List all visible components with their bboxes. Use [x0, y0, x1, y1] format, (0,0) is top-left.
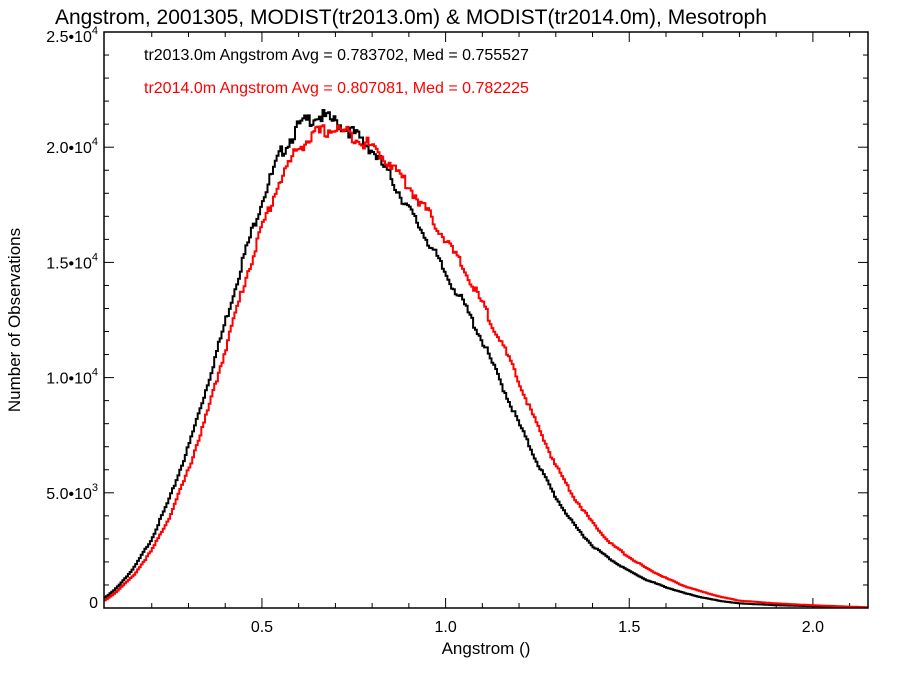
y-tick-exponent: 4 [92, 136, 98, 148]
y-tick-exponent: 4 [92, 251, 98, 263]
y-tick-label: 2.0•104 [46, 136, 98, 157]
series-line-1 [104, 109, 868, 609]
x-tick-label: 0.5 [251, 619, 273, 636]
x-axis-label: Angstrom () [442, 639, 531, 658]
y-tick-mantissa: 2.5•10 [46, 29, 92, 46]
y-tick-label: 1.0•104 [46, 367, 98, 388]
y-tick-mantissa: 0 [89, 595, 98, 612]
y-axis-label: Number of Observations [5, 228, 24, 412]
series-line-2 [104, 124, 868, 609]
y-tick-exponent: 4 [92, 367, 98, 379]
y-tick-mantissa: 1.0•10 [46, 371, 92, 388]
series-group [104, 109, 868, 609]
axis-ticks [104, 31, 868, 609]
y-tick-label: 0 [89, 595, 98, 612]
y-tick-exponent: 4 [92, 25, 98, 37]
x-tick-label: 2.0 [802, 619, 824, 636]
annotation-series-2: tr2014.0m Angstrom Avg = 0.807081, Med =… [144, 80, 529, 97]
y-tick-label: 5.0•103 [46, 482, 98, 503]
x-tick-labels: 0.5 1.0 1.5 2.0 [251, 619, 824, 636]
annotation-series-1: tr2013.0m Angstrom Avg = 0.783702, Med =… [144, 47, 529, 64]
chart-title: Angstrom, 2001305, MODIST(tr2013.0m) & M… [55, 6, 767, 29]
y-tick-mantissa: 1.5•10 [46, 255, 92, 272]
y-tick-mantissa: 2.0•10 [46, 140, 92, 157]
y-tick-exponent: 3 [92, 482, 98, 494]
y-tick-mantissa: 5.0•10 [46, 486, 92, 503]
y-tick-label: 2.5•104 [46, 25, 98, 46]
y-tick-label: 1.5•104 [46, 251, 98, 272]
x-tick-label: 1.5 [618, 619, 640, 636]
plot-frame [103, 31, 869, 609]
x-tick-label: 1.0 [434, 619, 456, 636]
